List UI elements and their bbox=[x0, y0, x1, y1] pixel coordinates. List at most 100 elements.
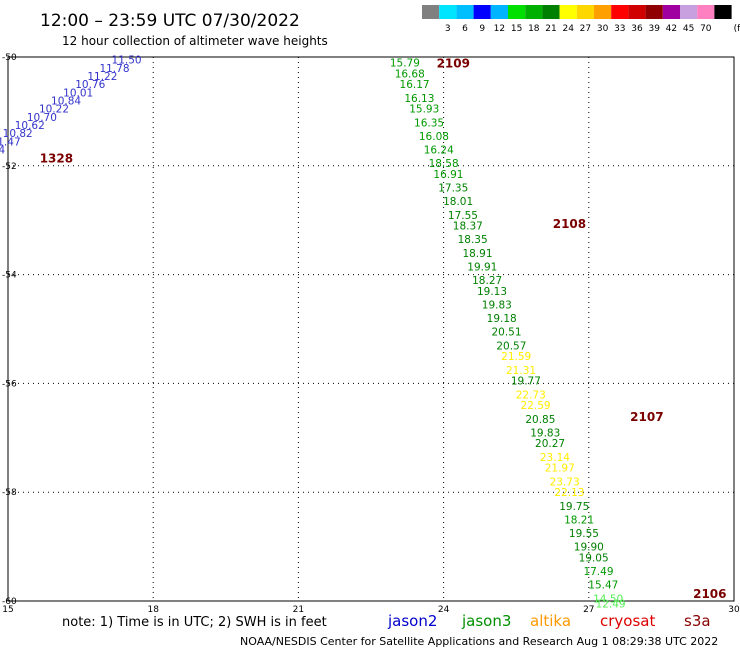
footer-credit: NOAA/NESDIS Center for Satellite Applica… bbox=[240, 635, 718, 648]
data-point-label: 21.97 bbox=[545, 463, 575, 475]
x-tick-label: 21 bbox=[293, 605, 304, 615]
x-axis: 15 18 21 24 27 30 bbox=[2, 605, 740, 615]
data-point-label: 11.50 bbox=[112, 55, 142, 67]
legend-value-label: 70 bbox=[700, 24, 712, 34]
y-tick-label: -50 bbox=[2, 53, 17, 63]
legend-value-label: 39 bbox=[648, 24, 660, 34]
data-points: 11.5011.7811.2210.7610.0110.8410.2210.70… bbox=[0, 55, 626, 611]
data-point-label: 20.27 bbox=[535, 438, 565, 450]
legend-swatch bbox=[628, 5, 646, 19]
data-point-label: 18.37 bbox=[453, 221, 483, 233]
data-point-label: 22.73 bbox=[516, 389, 546, 401]
data-point-label: 11.22 bbox=[87, 71, 117, 83]
data-point-label: 18.01 bbox=[443, 196, 473, 208]
data-point-label: 15.47 bbox=[588, 580, 618, 592]
data-point-label: 21.59 bbox=[501, 351, 531, 363]
legend-value-label: 42 bbox=[666, 24, 677, 34]
legend-value-label: 33 bbox=[614, 24, 625, 34]
chart-subtitle: 12 hour collection of altimeter wave hei… bbox=[62, 34, 328, 48]
data-point-label: 16.91 bbox=[433, 169, 463, 181]
pass-number-label: 1328 bbox=[40, 152, 73, 166]
x-tick-label: 27 bbox=[583, 605, 594, 615]
legend-swatch bbox=[439, 5, 457, 19]
legend-swatch bbox=[542, 5, 560, 19]
data-point-label: 18.21 bbox=[564, 514, 594, 526]
data-point-label: 20.51 bbox=[491, 327, 521, 339]
data-point-label: 10.22 bbox=[39, 104, 69, 116]
satellite-name: altika bbox=[530, 612, 571, 630]
legend-value-label: 9 bbox=[479, 24, 485, 34]
plot-frame bbox=[7, 56, 735, 602]
legend-swatch bbox=[525, 5, 543, 19]
legend-value-label: 30 bbox=[597, 24, 609, 34]
legend-value-label: 45 bbox=[683, 24, 694, 34]
legend-value-label: 27 bbox=[580, 24, 591, 34]
legend-value-label: 15 bbox=[511, 24, 522, 34]
y-axis: -50 -52 -54 -56 -58 -60 bbox=[2, 53, 17, 607]
legend-value-label: 6 bbox=[462, 24, 468, 34]
data-point-label: 10.62 bbox=[15, 120, 45, 132]
legend-swatch bbox=[559, 5, 577, 19]
data-point-label: 16.68 bbox=[395, 68, 425, 80]
data-point-label: 9.34 bbox=[0, 144, 5, 156]
legend-swatch bbox=[645, 5, 663, 19]
data-point-label: 14.50 bbox=[593, 593, 623, 605]
legend-unit: (ft) bbox=[734, 24, 740, 34]
data-point-label: 16.17 bbox=[400, 79, 430, 91]
data-point-label: 19.18 bbox=[487, 313, 517, 325]
pass-number-label: 2106 bbox=[693, 587, 726, 601]
data-point-label: 10.01 bbox=[63, 87, 93, 99]
data-point-label: 16.35 bbox=[414, 117, 444, 129]
satellite-name: jason3 bbox=[461, 612, 511, 630]
legend-value-label: 36 bbox=[631, 24, 643, 34]
data-point-label: 18.91 bbox=[462, 248, 492, 260]
data-point-label: 19.83 bbox=[530, 427, 560, 439]
legend-swatch bbox=[456, 5, 474, 19]
data-point-label: 19.83 bbox=[482, 300, 512, 312]
data-point-label: 19.90 bbox=[574, 542, 604, 554]
data-point-label: 20.85 bbox=[525, 414, 555, 426]
satellite-legend: jason2 jason3 altika cryosat s3a bbox=[387, 612, 711, 630]
data-point-label: 19.13 bbox=[477, 286, 507, 298]
plot-grid bbox=[7, 56, 735, 602]
data-point-label: 10.76 bbox=[75, 79, 105, 91]
y-tick-label: -54 bbox=[2, 271, 17, 281]
legend-swatch bbox=[594, 5, 612, 19]
data-point-label: 12.49 bbox=[596, 599, 626, 611]
data-point-label: 10.70 bbox=[27, 112, 57, 124]
x-tick-label: 18 bbox=[147, 605, 159, 615]
legend-value-label: 12 bbox=[494, 24, 505, 34]
data-point-label: 18.35 bbox=[458, 234, 488, 246]
data-point-label: 16.13 bbox=[404, 93, 434, 105]
legend-value-label: 18 bbox=[528, 24, 540, 34]
y-tick-label: -56 bbox=[2, 379, 17, 389]
legend-swatch bbox=[490, 5, 508, 19]
satellite-name: jason2 bbox=[387, 612, 437, 630]
data-point-label: 17.49 bbox=[583, 566, 613, 578]
y-tick-label: -60 bbox=[2, 597, 17, 607]
data-point-label: 23.73 bbox=[550, 476, 580, 488]
data-point-label: 22.13 bbox=[554, 487, 584, 499]
data-point-label: 10.82 bbox=[3, 128, 33, 140]
data-point-label: 21.31 bbox=[506, 365, 536, 377]
legend-value-label: 21 bbox=[545, 24, 556, 34]
x-tick-label: 30 bbox=[728, 605, 740, 615]
data-point-label: 16.08 bbox=[419, 131, 449, 143]
legend-value-label: 24 bbox=[562, 24, 574, 34]
data-point-label: 19.55 bbox=[569, 528, 599, 540]
data-point-label: 16.24 bbox=[424, 144, 454, 156]
data-point-label: 10.84 bbox=[51, 96, 81, 108]
data-point-label: 22.59 bbox=[521, 400, 551, 412]
satellite-name: s3a bbox=[684, 612, 711, 630]
data-point-label: 18.58 bbox=[429, 158, 459, 170]
y-tick-label: -52 bbox=[2, 162, 17, 172]
legend-swatch bbox=[680, 5, 698, 19]
x-tick-label: 15 bbox=[2, 605, 13, 615]
data-point-label: 15.93 bbox=[409, 104, 439, 116]
legend-swatch bbox=[422, 5, 440, 19]
legend-swatch bbox=[611, 5, 629, 19]
legend-value-label: 3 bbox=[445, 24, 451, 34]
data-point-label: 18.27 bbox=[472, 275, 502, 287]
